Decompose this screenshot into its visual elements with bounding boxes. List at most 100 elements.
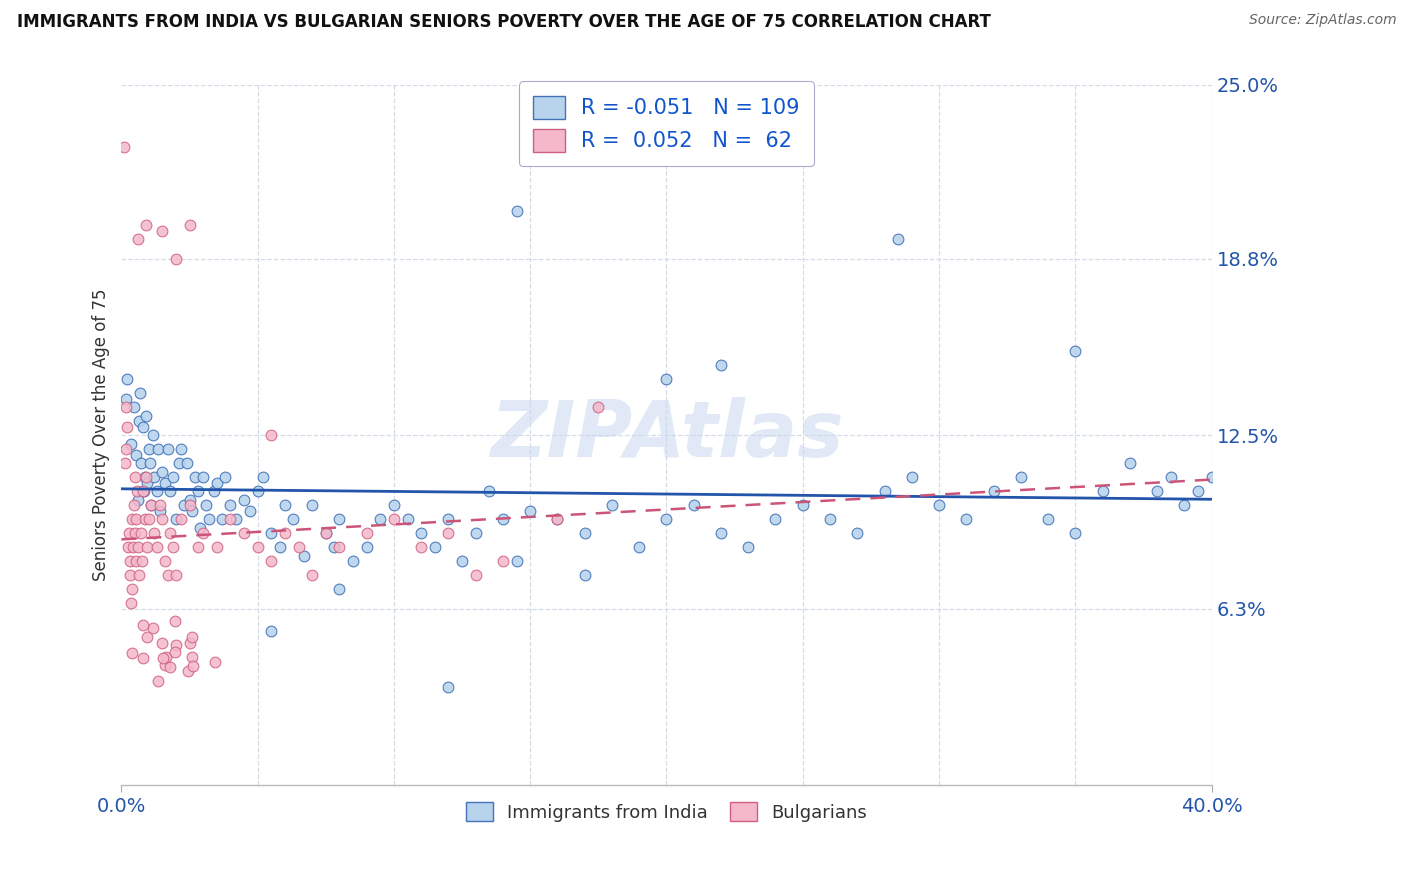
Point xyxy=(179,492,201,507)
Point xyxy=(219,512,242,526)
Point xyxy=(181,504,204,518)
Point xyxy=(437,512,460,526)
Point xyxy=(153,475,176,490)
Point xyxy=(955,512,977,526)
Point xyxy=(1064,344,1087,359)
Point xyxy=(179,636,201,650)
Point xyxy=(162,470,184,484)
Point xyxy=(194,498,217,512)
Point xyxy=(396,512,419,526)
Point xyxy=(150,224,173,238)
Point xyxy=(983,484,1005,499)
Point xyxy=(193,470,215,484)
Point xyxy=(167,456,190,470)
Point xyxy=(574,526,596,541)
Point xyxy=(134,512,156,526)
Point xyxy=(176,456,198,470)
Point xyxy=(492,512,515,526)
Point xyxy=(1036,512,1059,526)
Point xyxy=(437,681,460,695)
Point xyxy=(129,526,152,541)
Point xyxy=(121,582,143,597)
Point xyxy=(260,428,283,442)
Point xyxy=(134,470,156,484)
Point xyxy=(492,554,515,568)
Point xyxy=(710,358,733,372)
Point xyxy=(159,660,181,674)
Point xyxy=(131,419,153,434)
Point xyxy=(177,665,200,679)
Point xyxy=(139,456,162,470)
Point xyxy=(301,498,323,512)
Point xyxy=(574,568,596,582)
Point xyxy=(818,512,841,526)
Point xyxy=(382,512,405,526)
Point xyxy=(120,554,142,568)
Legend: Immigrants from India, Bulgarians: Immigrants from India, Bulgarians xyxy=(458,795,875,829)
Point xyxy=(112,139,135,153)
Point xyxy=(138,442,160,457)
Point xyxy=(179,498,201,512)
Point xyxy=(141,498,163,512)
Point xyxy=(260,624,283,639)
Point xyxy=(546,512,568,526)
Point xyxy=(153,657,176,672)
Point xyxy=(846,526,869,541)
Point xyxy=(1091,484,1114,499)
Point xyxy=(125,448,148,462)
Point xyxy=(478,484,501,499)
Point xyxy=(136,475,159,490)
Point xyxy=(117,419,139,434)
Point xyxy=(246,541,269,555)
Point xyxy=(114,456,136,470)
Point xyxy=(128,414,150,428)
Point xyxy=(451,554,474,568)
Point xyxy=(121,646,143,660)
Point xyxy=(205,541,228,555)
Point xyxy=(219,498,242,512)
Point xyxy=(118,526,141,541)
Point xyxy=(129,456,152,470)
Point xyxy=(152,650,174,665)
Point xyxy=(143,526,166,541)
Point xyxy=(1187,484,1209,499)
Point xyxy=(149,504,172,518)
Text: Source: ZipAtlas.com: Source: ZipAtlas.com xyxy=(1249,13,1396,28)
Point xyxy=(274,526,297,541)
Point xyxy=(166,638,188,652)
Point xyxy=(135,470,157,484)
Point xyxy=(315,526,337,541)
Point xyxy=(928,498,950,512)
Point xyxy=(1010,470,1032,484)
Point xyxy=(1064,526,1087,541)
Point xyxy=(132,484,155,499)
Point xyxy=(155,650,177,665)
Point xyxy=(204,655,226,669)
Point xyxy=(131,617,153,632)
Point xyxy=(146,673,169,688)
Point xyxy=(135,218,157,232)
Point xyxy=(260,554,283,568)
Point xyxy=(202,484,225,499)
Point xyxy=(120,436,142,450)
Point xyxy=(117,372,139,386)
Point xyxy=(150,465,173,479)
Point xyxy=(142,621,165,635)
Point xyxy=(143,470,166,484)
Point xyxy=(900,470,922,484)
Point xyxy=(170,512,193,526)
Point xyxy=(356,526,378,541)
Point xyxy=(233,526,256,541)
Point xyxy=(682,498,704,512)
Point xyxy=(411,541,433,555)
Point xyxy=(214,470,236,484)
Point xyxy=(121,512,143,526)
Point xyxy=(136,630,159,644)
Point xyxy=(132,484,155,499)
Point xyxy=(173,498,195,512)
Point xyxy=(128,568,150,582)
Point xyxy=(423,541,446,555)
Point xyxy=(141,498,163,512)
Point xyxy=(127,541,149,555)
Point xyxy=(180,630,202,644)
